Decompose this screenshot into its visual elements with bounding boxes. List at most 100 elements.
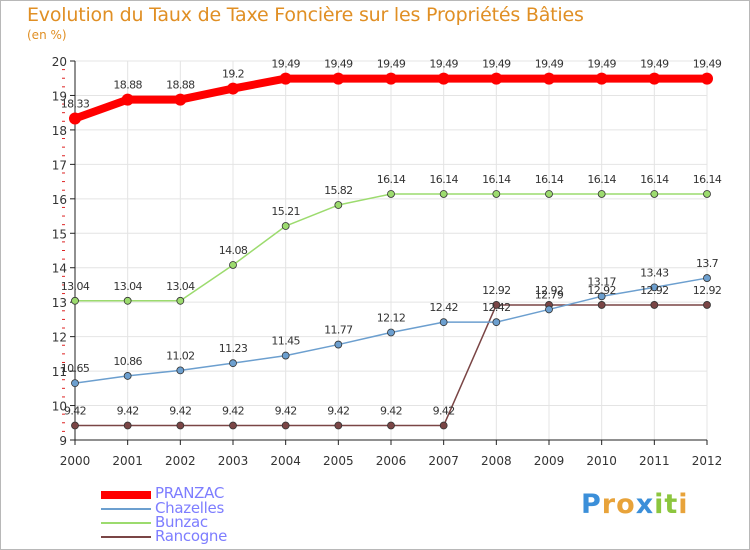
data-label-pranzac: 18.88 xyxy=(166,79,195,92)
data-point-rancogne xyxy=(387,421,395,430)
data-point-rancogne xyxy=(176,421,185,430)
data-point-pranzac xyxy=(227,82,239,95)
data-point-bunzac xyxy=(597,190,606,198)
data-point-pranzac xyxy=(385,72,397,85)
data-label-pranzac: 18.88 xyxy=(113,79,142,92)
data-label-rancogne: 9.42 xyxy=(327,405,349,418)
data-label-rancogne: 12.92 xyxy=(535,284,564,297)
data-label-chazelles: 12.79 xyxy=(535,288,564,301)
y-tick-label: 17 xyxy=(52,158,67,172)
data-label-bunzac: 15.21 xyxy=(271,205,300,218)
data-point-bunzac xyxy=(439,190,448,198)
data-point-pranzac xyxy=(648,72,661,85)
data-label-rancogne: 9.42 xyxy=(222,405,244,418)
y-tick-label: 11 xyxy=(52,365,67,379)
data-label-bunzac: 14.08 xyxy=(219,244,248,257)
data-point-chazelles xyxy=(281,351,290,360)
logo-letter: t xyxy=(664,489,679,520)
x-tick-label: 2012 xyxy=(692,454,723,468)
data-point-chazelles xyxy=(334,340,343,349)
data-point-chazelles xyxy=(545,305,553,314)
data-point-chazelles xyxy=(387,328,395,337)
data-label-chazelles: 11.77 xyxy=(324,324,353,337)
data-label-chazelles: 13.7 xyxy=(696,257,719,270)
data-point-pranzac xyxy=(543,72,555,85)
data-label-chazelles: 11.23 xyxy=(219,342,248,355)
data-label-bunzac: 16.14 xyxy=(482,173,511,186)
data-point-rancogne xyxy=(650,301,659,309)
data-point-rancogne xyxy=(281,421,290,430)
data-label-rancogne: 9.42 xyxy=(64,405,86,418)
y-tick-label: 18 xyxy=(52,124,67,138)
data-point-pranzac xyxy=(69,112,81,125)
x-tick-label: 2005 xyxy=(323,454,354,468)
data-point-chazelles xyxy=(176,366,185,375)
data-point-rancogne xyxy=(492,301,501,309)
legend-label-bunzac: Bunzac xyxy=(155,513,208,531)
data-point-bunzac xyxy=(650,190,659,198)
data-point-chazelles xyxy=(71,379,79,388)
data-label-bunzac: 16.14 xyxy=(429,173,458,186)
data-label-rancogne: 9.42 xyxy=(380,405,402,418)
data-label-rancogne: 9.42 xyxy=(117,405,139,418)
data-label-pranzac: 19.49 xyxy=(640,58,669,71)
data-label-bunzac: 13.04 xyxy=(166,280,195,293)
data-label-bunzac: 15.82 xyxy=(324,184,353,197)
x-tick-label: 2006 xyxy=(376,454,407,468)
data-point-pranzac xyxy=(595,72,608,85)
y-tick-label: 20 xyxy=(52,55,67,69)
data-point-bunzac xyxy=(334,201,343,209)
data-label-rancogne: 12.92 xyxy=(693,284,722,297)
x-tick-label: 2007 xyxy=(428,454,459,468)
x-tick-label: 2001 xyxy=(112,454,143,468)
logo-letter: r xyxy=(601,489,617,520)
data-point-rancogne xyxy=(123,421,132,430)
data-point-bunzac xyxy=(229,261,237,269)
legend-swatch-chazelles xyxy=(101,508,151,510)
data-point-bunzac xyxy=(123,296,132,305)
data-label-pranzac: 19.49 xyxy=(693,58,722,71)
data-label-bunzac: 16.14 xyxy=(640,173,669,186)
data-label-chazelles: 11.02 xyxy=(166,349,195,362)
y-tick-label: 13 xyxy=(52,296,67,310)
data-label-pranzac: 19.49 xyxy=(324,58,353,71)
data-label-rancogne: 9.42 xyxy=(169,405,191,418)
x-tick-label: 2011 xyxy=(639,454,670,468)
data-point-bunzac xyxy=(703,190,711,198)
data-point-pranzac xyxy=(121,93,134,106)
data-point-rancogne xyxy=(71,421,79,430)
legend-label-rancogne: Rancogne xyxy=(155,527,228,545)
y-tick-label: 10 xyxy=(52,400,67,414)
data-label-pranzac: 19.49 xyxy=(271,58,300,71)
data-point-rancogne xyxy=(229,421,237,430)
legend-swatch-pranzac xyxy=(101,491,151,499)
data-label-bunzac: 13.04 xyxy=(61,280,90,293)
data-point-pranzac xyxy=(174,93,187,106)
data-point-chazelles xyxy=(439,318,448,327)
data-point-rancogne xyxy=(703,301,711,309)
x-tick-label: 2010 xyxy=(586,454,617,468)
x-tick-label: 2004 xyxy=(270,454,301,468)
data-label-pranzac: 18.33 xyxy=(61,98,90,111)
y-tick-label: 14 xyxy=(52,262,67,276)
legend-swatch-bunzac xyxy=(101,522,151,524)
data-label-chazelles: 11.45 xyxy=(271,335,300,348)
data-point-bunzac xyxy=(545,190,553,198)
y-tick-label: 15 xyxy=(52,227,67,241)
x-tick-label: 2009 xyxy=(534,454,565,468)
data-label-bunzac: 16.14 xyxy=(587,173,616,186)
data-label-rancogne: 12.92 xyxy=(482,284,511,297)
x-tick-label: 2002 xyxy=(165,454,196,468)
logo-letter: P xyxy=(581,489,602,520)
data-point-bunzac xyxy=(281,222,290,230)
logo-letter: i xyxy=(678,489,689,520)
data-label-chazelles: 12.42 xyxy=(482,301,511,314)
x-tick-label: 2003 xyxy=(218,454,249,468)
data-point-pranzac xyxy=(332,72,345,85)
data-label-rancogne: 9.42 xyxy=(433,405,455,418)
legend-swatch-rancogne xyxy=(101,536,151,538)
data-point-chazelles xyxy=(123,372,132,380)
logo-letter: o xyxy=(616,489,636,520)
